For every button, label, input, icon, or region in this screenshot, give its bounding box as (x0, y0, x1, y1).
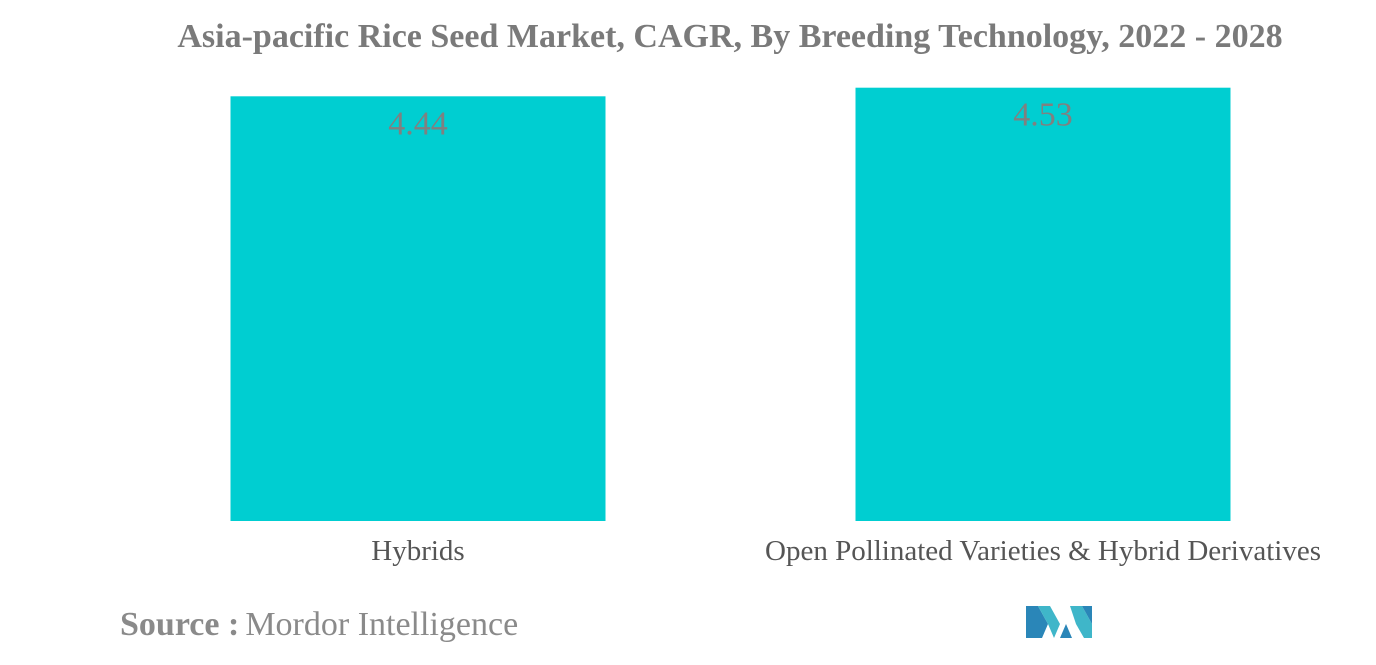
chart-title: Asia-pacific Rice Seed Market, CAGR, By … (177, 18, 1283, 55)
logo-right-light-shape (1070, 606, 1092, 638)
logo-right-dark-shape (1060, 624, 1072, 638)
source-value: Mordor Intelligence (245, 606, 519, 643)
logo-left-dark-shape (1026, 606, 1048, 638)
value-label-0: 4.44 (388, 105, 448, 142)
bar-1 (855, 87, 1231, 522)
category-labels-layer: Hybrids Open Pollinated Varieties & Hybri… (371, 535, 1321, 567)
logo-right-edge-shape (1082, 606, 1092, 624)
bar-chart: 4.44 4.53 Hybrids Open Pollinated Varietie… (230, 87, 1321, 567)
source-note: Source : Mordor Intelligence (120, 606, 518, 644)
mordor-intelligence-logo-icon (1026, 606, 1092, 638)
bar-0 (230, 96, 606, 521)
source-label: Source : (120, 606, 240, 643)
category-label-0: Hybrids (371, 535, 464, 567)
bars-layer (230, 87, 1231, 522)
logo-left-light-shape (1038, 606, 1060, 638)
value-labels-layer: 4.44 4.53 (388, 97, 1073, 143)
category-label-1: Open Pollinated Varieties & Hybrid Deriv… (765, 535, 1321, 567)
value-label-1: 4.53 (1013, 97, 1073, 134)
